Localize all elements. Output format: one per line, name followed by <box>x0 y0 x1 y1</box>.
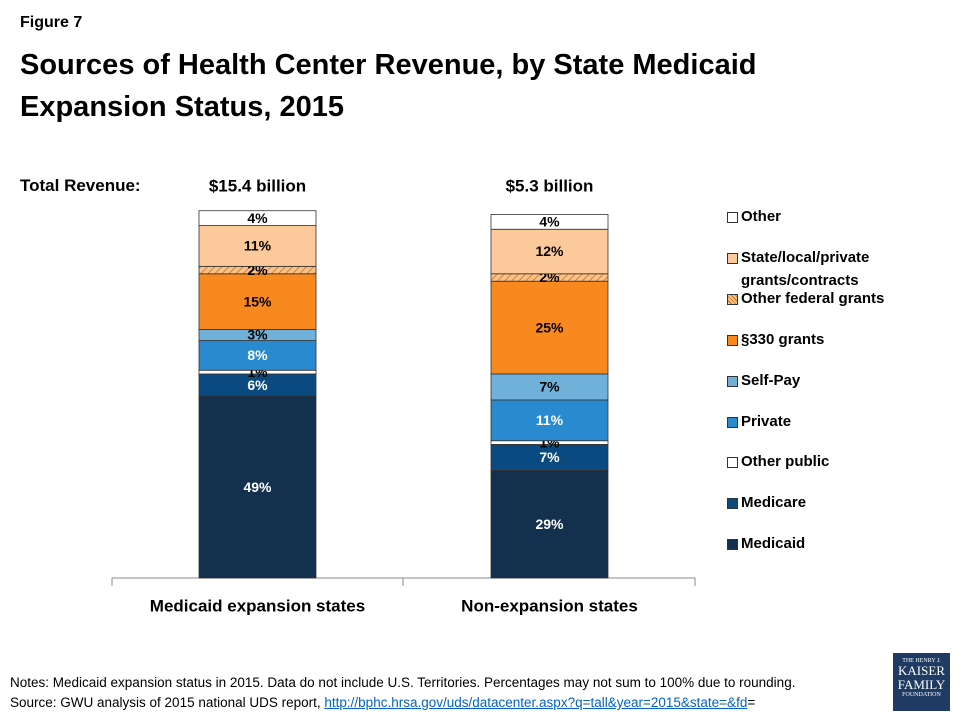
legend-label: Other <box>741 208 782 225</box>
legend-label: Medicare <box>741 494 807 512</box>
legend-swatch <box>727 416 738 428</box>
logo-line: FAMILY <box>897 677 946 692</box>
source-suffix: = <box>747 695 756 710</box>
data-label: 25% <box>535 319 564 335</box>
bar-segment <box>490 228 609 275</box>
source-link[interactable]: http://bphc.hrsa.gov/uds/datacenter.aspx… <box>324 695 748 710</box>
data-label: 4% <box>539 214 560 230</box>
bar-segment <box>490 470 609 579</box>
data-label: 12% <box>535 243 564 259</box>
legend-label: Private <box>741 412 792 430</box>
data-label: 29% <box>535 516 564 532</box>
data-label: 49% <box>243 479 272 495</box>
data-label: 8% <box>247 347 268 363</box>
legend-label: Other public <box>741 453 830 471</box>
bar-segment <box>198 395 317 579</box>
source: Source: GWU analysis of 2015 national UD… <box>10 693 795 713</box>
data-label: 7% <box>539 379 560 395</box>
bar-segment <box>198 340 317 371</box>
legend-swatch <box>727 293 738 305</box>
legend-label: Self-Pay <box>741 371 801 389</box>
legend-swatch <box>727 212 738 223</box>
source-text: Source: GWU analysis of 2015 national UD… <box>10 695 325 710</box>
legend-swatch <box>727 539 738 551</box>
notes: Notes: Medicaid expansion status in 2015… <box>10 675 796 690</box>
legend-swatch <box>727 375 738 387</box>
total-value: $5.3 billion <box>506 176 594 195</box>
total-value: $15.4 billion <box>209 176 306 195</box>
data-label: 11% <box>244 238 272 254</box>
data-label: 6% <box>247 377 268 393</box>
data-label: 4% <box>247 210 268 226</box>
x-tick-label: Non-expansion states <box>461 596 638 615</box>
legend-swatch <box>727 457 738 469</box>
x-tick-label: Medicaid expansion states <box>150 596 365 615</box>
logo: THE HENRY J. KAISER FAMILY FOUNDATION <box>893 653 950 711</box>
bar-segment <box>490 373 609 401</box>
legend-label: Medicaid <box>741 535 806 553</box>
bar-segment <box>198 273 317 330</box>
bar-segment <box>490 280 609 375</box>
data-label: 7% <box>539 449 560 465</box>
logo-line: THE HENRY J. <box>902 658 941 664</box>
legend-swatch <box>727 498 738 510</box>
legend-label: §330 grants <box>741 330 825 348</box>
logo-line: FOUNDATION <box>902 692 941 698</box>
legend-label: State/local/private grants/contracts <box>741 248 870 289</box>
footnote: Notes: Medicaid expansion status in 2015… <box>10 673 795 713</box>
legend-swatch <box>727 252 738 264</box>
data-label: 3% <box>247 327 268 343</box>
legend-label: Other federal grants <box>741 289 885 307</box>
data-label: 15% <box>243 293 272 309</box>
bar-segment <box>490 214 609 230</box>
data-label: 11% <box>536 412 564 428</box>
total-label: Total Revenue: <box>20 176 141 195</box>
logo-line: KAISER <box>898 663 945 678</box>
figure-label: Figure 7 <box>20 14 83 31</box>
bar-segment <box>198 210 317 226</box>
bar-segment <box>490 444 609 471</box>
legend-swatch <box>727 334 738 346</box>
chart-title: Sources of Health Center Revenue, by Sta… <box>20 49 757 123</box>
